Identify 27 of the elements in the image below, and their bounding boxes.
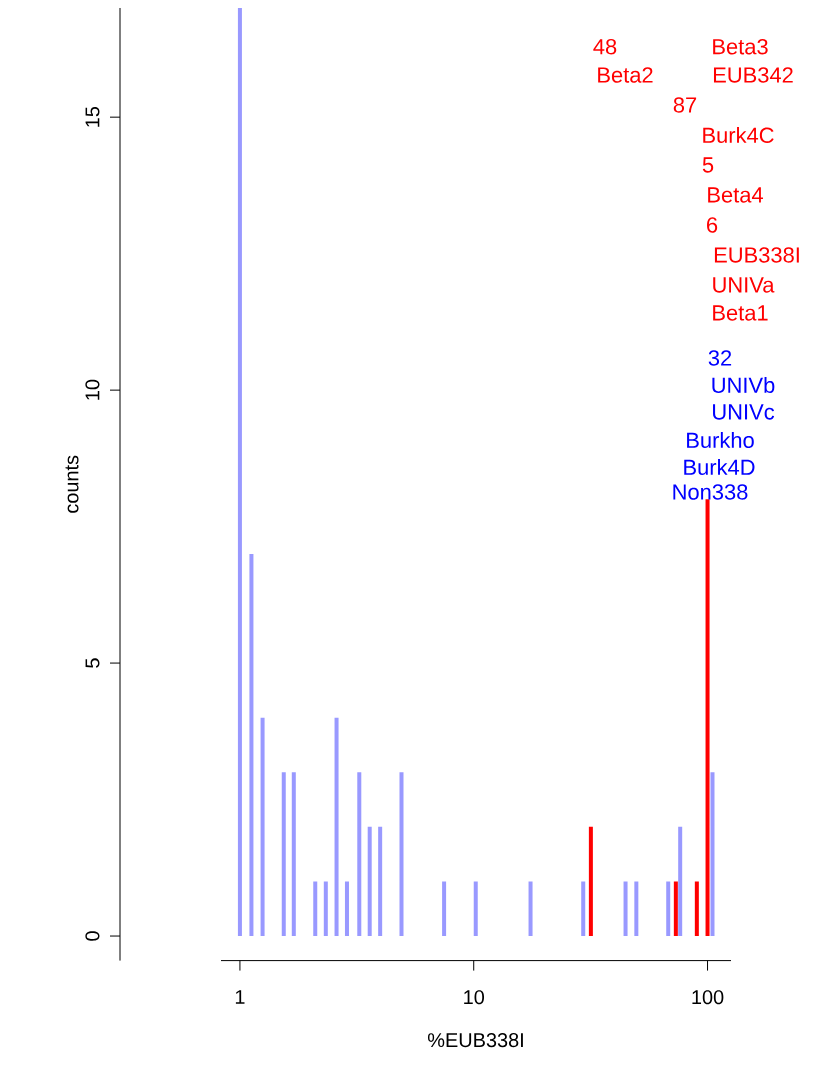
y-tick-label: 0 (85, 931, 100, 941)
y-tick-label: 15 (85, 106, 100, 127)
y-tick-label: 10 (85, 379, 100, 400)
annotation: 87 (673, 97, 697, 113)
annotation: Burk4C (703, 126, 774, 144)
annotation: UNIVc (713, 404, 775, 420)
annotation: Beta2 (598, 67, 653, 83)
annotation: 48 (593, 38, 617, 55)
annotation: Non338 (673, 484, 748, 500)
annotation: 5 (702, 157, 714, 173)
annotation: 6 (707, 217, 718, 233)
annotation: UNIVa (713, 277, 775, 293)
annotation: Beta3 (713, 38, 768, 55)
annotation: 32 (708, 350, 732, 366)
annotation: EUB342 (713, 67, 793, 83)
annotation: UNIVb (712, 376, 775, 394)
y-tick-label: 5 (85, 658, 100, 668)
annotation: EUB338I (714, 247, 799, 263)
annotation: Beta4 (708, 187, 763, 203)
annotation: Burk4D (684, 458, 755, 476)
annotation: Burkho (687, 431, 754, 449)
annotation: Beta1 (713, 305, 768, 321)
x-axis-title: %EUB338I (427, 1033, 523, 1048)
x-tick-label: 1 (235, 990, 245, 1004)
x-tick-label: 10 (464, 990, 485, 1005)
y-axis-title: counts (65, 455, 79, 513)
x-tick-label: 100 (692, 990, 724, 1005)
